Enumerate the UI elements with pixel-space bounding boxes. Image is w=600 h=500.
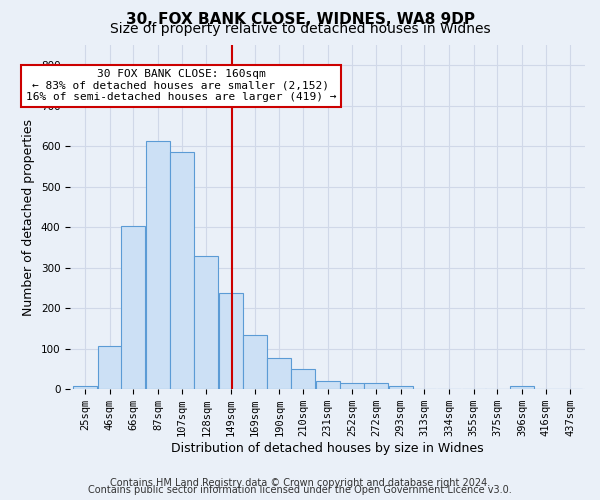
Text: Size of property relative to detached houses in Widnes: Size of property relative to detached ho… [110,22,490,36]
Bar [194,256,218,389]
Text: 30, FOX BANK CLOSE, WIDNES, WA8 9DP: 30, FOX BANK CLOSE, WIDNES, WA8 9DP [125,12,475,28]
Bar [510,386,534,389]
Bar [291,369,315,389]
Y-axis label: Number of detached properties: Number of detached properties [22,118,35,316]
X-axis label: Distribution of detached houses by size in Widnes: Distribution of detached houses by size … [172,442,484,455]
Bar [389,386,413,389]
Text: Contains public sector information licensed under the Open Government Licence v3: Contains public sector information licen… [88,485,512,495]
Bar [340,383,364,389]
Bar [98,346,122,389]
Bar [73,386,97,389]
Bar [121,226,145,389]
Text: Contains HM Land Registry data © Crown copyright and database right 2024.: Contains HM Land Registry data © Crown c… [110,478,490,488]
Text: 30 FOX BANK CLOSE: 160sqm
← 83% of detached houses are smaller (2,152)
16% of se: 30 FOX BANK CLOSE: 160sqm ← 83% of detac… [26,69,336,102]
Bar [219,293,243,389]
Bar [146,142,170,389]
Bar [170,152,194,389]
Bar [242,336,266,389]
Bar [316,380,340,389]
Bar [364,383,388,389]
Bar [267,358,292,389]
